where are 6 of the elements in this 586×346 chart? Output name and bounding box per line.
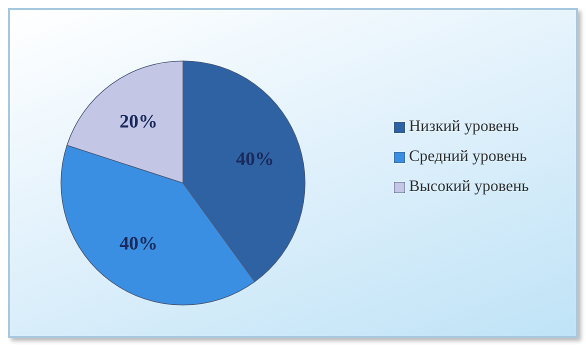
data-label: 20%	[120, 111, 158, 132]
legend-label: Высокий уровень	[409, 177, 529, 197]
legend-label: Средний уровень	[409, 147, 527, 167]
data-label: 40%	[236, 149, 274, 170]
legend-label: Низкий уровень	[409, 117, 519, 137]
data-label: 40%	[120, 234, 158, 255]
